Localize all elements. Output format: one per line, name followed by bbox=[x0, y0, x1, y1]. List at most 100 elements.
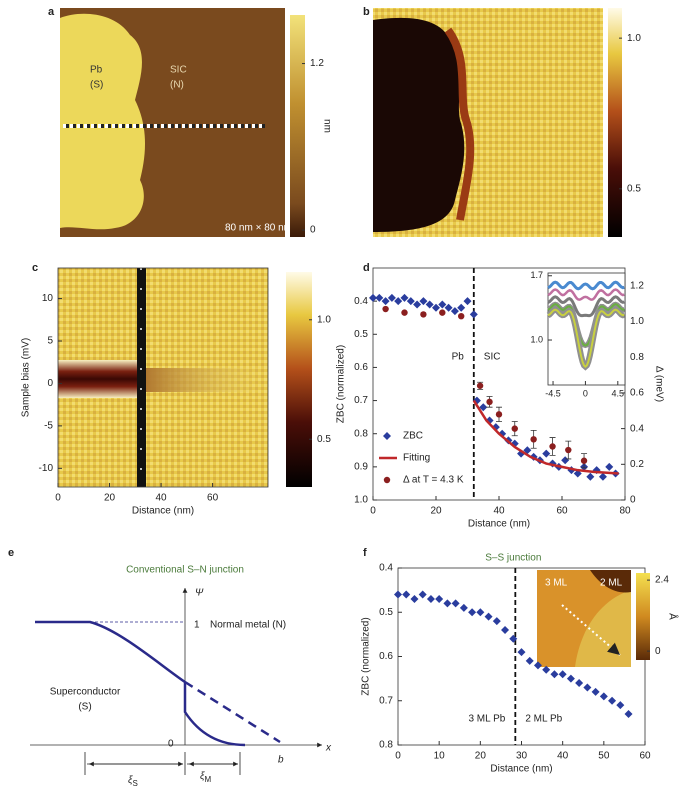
data-point bbox=[406, 297, 415, 306]
x-axis-label: Distance (nm) bbox=[468, 519, 530, 530]
y2-tick-label: 1.2 bbox=[630, 280, 644, 291]
data-point bbox=[451, 599, 460, 608]
annotation: 2 ML Pb bbox=[525, 714, 562, 725]
gap-band bbox=[58, 360, 138, 398]
data-point bbox=[394, 297, 403, 306]
data-point bbox=[426, 594, 435, 603]
colorbar bbox=[290, 15, 305, 237]
data-point bbox=[492, 617, 501, 626]
y2-tick-label: 0.8 bbox=[630, 352, 644, 363]
x-tick-label: 10 bbox=[434, 751, 446, 762]
colorbar-tick-label: 1.0 bbox=[627, 33, 641, 44]
image-label: (S) bbox=[90, 80, 103, 91]
one-label: 1 bbox=[194, 620, 200, 631]
data-point bbox=[624, 710, 633, 719]
x-tick-label: 20 bbox=[104, 493, 116, 504]
data-point bbox=[375, 293, 384, 302]
data-point bbox=[457, 303, 466, 312]
x-tick-label: 40 bbox=[156, 493, 168, 504]
x-tick-label: 4.5 bbox=[612, 388, 625, 398]
y2-tick-label: 0.6 bbox=[630, 388, 644, 399]
data-point bbox=[542, 449, 551, 458]
colorbar-tick-label: 0.5 bbox=[317, 434, 331, 445]
y-tick-label: 1.0 bbox=[530, 334, 543, 344]
y-tick-label: 10 bbox=[42, 293, 54, 304]
x-tick-label: 80 bbox=[619, 506, 631, 517]
annotation: Pb bbox=[452, 352, 465, 363]
xi: ξ bbox=[200, 771, 205, 782]
colorbar bbox=[608, 8, 622, 237]
diagram-title: Conventional S–N junction bbox=[126, 565, 244, 576]
colorbar bbox=[286, 272, 312, 487]
x-axis-label: Distance (nm) bbox=[490, 764, 552, 775]
data-point bbox=[549, 443, 556, 450]
data-point bbox=[580, 457, 588, 464]
data-point bbox=[599, 692, 608, 701]
data-point bbox=[608, 696, 617, 705]
data-point bbox=[419, 297, 428, 306]
x-tick-label: 20 bbox=[475, 751, 487, 762]
y-tick-label: 0.5 bbox=[379, 607, 393, 618]
legend-label: Δ at T = 4.3 K bbox=[403, 475, 464, 486]
x-tick-label: 0 bbox=[55, 493, 61, 504]
inset-curve bbox=[547, 295, 625, 318]
data-point bbox=[381, 297, 390, 306]
data-point bbox=[401, 309, 408, 316]
data-point bbox=[413, 300, 422, 309]
data-point bbox=[565, 446, 572, 454]
x-axis-label: Distance (nm) bbox=[132, 506, 194, 517]
colorbar-tick-label: 1.2 bbox=[310, 58, 324, 69]
x-tick-label: 50 bbox=[598, 751, 610, 762]
y-tick-label: 0 bbox=[47, 378, 53, 389]
data-point bbox=[561, 456, 570, 465]
legend-label: Fitting bbox=[403, 453, 430, 464]
image-label: (N) bbox=[170, 80, 184, 91]
data-point bbox=[605, 462, 614, 471]
data-point bbox=[525, 656, 534, 665]
data-point bbox=[558, 670, 567, 679]
y-tick-label: 0.7 bbox=[379, 695, 393, 706]
superconductor-label: Superconductor bbox=[50, 687, 121, 698]
psi-label: Ψ bbox=[195, 588, 204, 599]
y-tick-label: 5 bbox=[47, 336, 53, 347]
y-axis-label: ZBC (normalized) bbox=[336, 345, 347, 423]
colorbar-label: nm bbox=[321, 119, 332, 133]
diagram-e: Conventional S–N junction Ψ 1 Normal met… bbox=[8, 547, 332, 788]
y-tick-label: 0.9 bbox=[354, 461, 368, 472]
order-parameter-n bbox=[183, 682, 246, 747]
y2-axis-label: Δ (meV) bbox=[653, 366, 664, 402]
y-tick-label: 0.7 bbox=[354, 395, 368, 406]
data-point bbox=[511, 425, 518, 432]
y-tick-label: 0.5 bbox=[354, 329, 368, 340]
y-axis-label: ZBC (normalized) bbox=[361, 617, 372, 695]
inset-curve bbox=[547, 308, 625, 368]
data-point bbox=[591, 687, 600, 696]
annotation: SIC bbox=[484, 352, 501, 363]
y-tick-label: 0.8 bbox=[379, 740, 393, 751]
xi-sub: M bbox=[204, 775, 211, 784]
colorbar-tick-label: 1.0 bbox=[317, 314, 331, 325]
data-point bbox=[369, 293, 377, 302]
data-point bbox=[542, 665, 551, 674]
extrapolation bbox=[184, 680, 281, 744]
panel-label: f bbox=[363, 547, 367, 559]
panel-label: c bbox=[32, 262, 38, 274]
panel-title: S–S junction bbox=[485, 553, 541, 564]
data-point bbox=[517, 648, 526, 657]
x-tick-label: 40 bbox=[557, 751, 569, 762]
data-point bbox=[479, 403, 488, 412]
x-tick-label: 0 bbox=[370, 506, 376, 517]
y-tick-label: 0.6 bbox=[354, 362, 368, 373]
plot-frame bbox=[57, 267, 269, 488]
y-tick-label: 0.6 bbox=[379, 651, 393, 662]
data-point bbox=[550, 670, 559, 679]
data-point bbox=[450, 307, 459, 316]
colorbar bbox=[636, 573, 650, 660]
terrace-3ml bbox=[537, 570, 631, 667]
data-point bbox=[400, 293, 409, 302]
x-tick-label: 0 bbox=[395, 751, 401, 762]
inset-curve bbox=[547, 288, 625, 301]
colorbar-tick-label: 2.4 bbox=[655, 575, 669, 586]
boundary bbox=[444, 27, 475, 221]
y-tick-label: -10 bbox=[39, 463, 54, 474]
